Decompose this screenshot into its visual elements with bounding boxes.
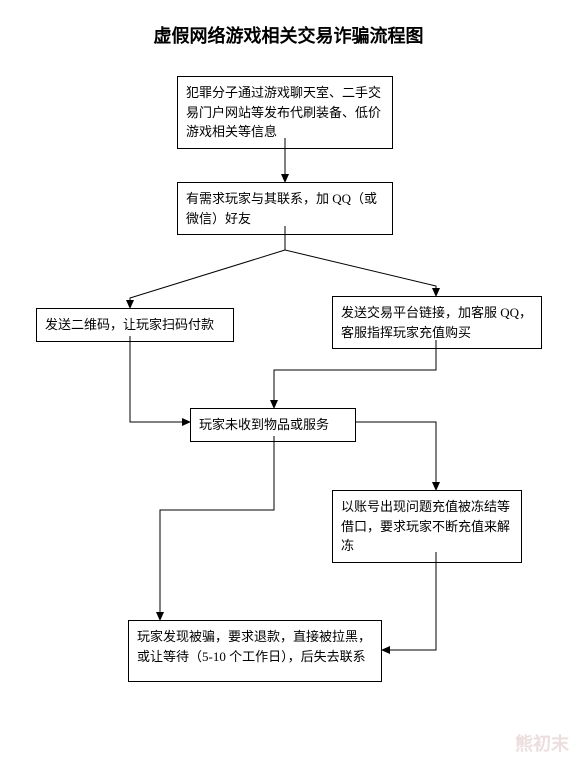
flow-node-platform-link: 发送交易平台链接，加客服 QQ，客服指挥玩家充值购买 [332, 296, 542, 349]
flow-node-excuse: 以账号出现问题充值被冻结等借口，要求玩家不断充值来解冻 [332, 490, 522, 563]
flow-node-outcome: 玩家发现被骗，要求退款，直接被拉黑，或让等待（5-10 个工作日），后失去联系 [128, 620, 382, 682]
page-title: 虚假网络游戏相关交易诈骗流程图 [0, 22, 577, 48]
watermark: 熊初末 [515, 730, 569, 756]
flow-node-qrcode: 发送二维码，让玩家扫码付款 [36, 308, 234, 342]
flow-node-contact: 有需求玩家与其联系，加 QQ（或微信）好友 [177, 182, 393, 235]
flow-node-start: 犯罪分子通过游戏聊天室、二手交易门户网站等发布代刷装备、低价游戏相关等信息 [177, 76, 393, 149]
flow-node-no-goods: 玩家未收到物品或服务 [190, 408, 356, 442]
